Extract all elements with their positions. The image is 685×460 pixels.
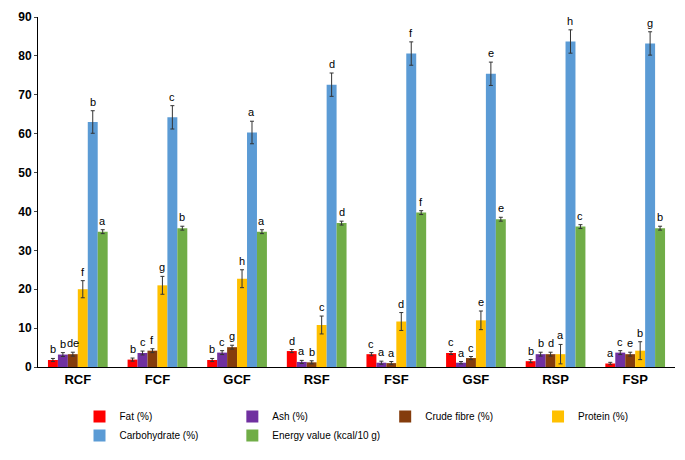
svg-text:d: d: [329, 58, 335, 70]
svg-text:de: de: [67, 337, 79, 349]
svg-text:c: c: [319, 301, 325, 313]
svg-text:c: c: [140, 336, 146, 348]
svg-text:c: c: [169, 91, 175, 103]
svg-text:c: c: [368, 338, 374, 350]
svg-text:Fat (%): Fat (%): [120, 411, 153, 422]
svg-text:h: h: [567, 15, 573, 27]
svg-text:a: a: [378, 346, 385, 358]
svg-text:f: f: [419, 196, 423, 208]
svg-text:b: b: [179, 211, 185, 223]
svg-text:f: f: [81, 266, 85, 278]
svg-text:c: c: [617, 336, 623, 348]
svg-text:g: g: [159, 261, 165, 273]
svg-text:h: h: [239, 255, 245, 267]
svg-text:FCF: FCF: [145, 372, 170, 387]
svg-text:RSF: RSF: [304, 372, 330, 387]
svg-text:Crude fibre (%): Crude fibre (%): [425, 411, 493, 422]
svg-text:b: b: [657, 211, 663, 223]
svg-text:b: b: [90, 96, 96, 108]
svg-text:Energy value (kcal/10 g): Energy value (kcal/10 g): [272, 430, 380, 441]
svg-text:f: f: [409, 27, 413, 39]
svg-text:30: 30: [18, 244, 32, 258]
svg-text:20: 20: [18, 282, 32, 296]
svg-text:Ash (%): Ash (%): [272, 411, 308, 422]
svg-text:b: b: [50, 343, 56, 355]
svg-text:e: e: [498, 202, 504, 214]
svg-text:a: a: [607, 347, 614, 359]
svg-text:d: d: [339, 206, 345, 218]
svg-text:60: 60: [18, 127, 32, 141]
svg-text:d: d: [548, 337, 554, 349]
svg-text:b: b: [130, 343, 136, 355]
svg-text:Protein (%): Protein (%): [578, 411, 628, 422]
svg-text:a: a: [258, 215, 265, 227]
svg-text:GSF: GSF: [463, 372, 490, 387]
svg-text:50: 50: [18, 166, 32, 180]
svg-text:e: e: [627, 337, 633, 349]
svg-text:a: a: [99, 215, 106, 227]
svg-text:a: a: [298, 345, 305, 357]
svg-text:80: 80: [18, 49, 32, 63]
svg-text:RSP: RSP: [542, 372, 569, 387]
svg-text:70: 70: [18, 88, 32, 102]
svg-text:e: e: [478, 296, 484, 308]
svg-text:a: a: [388, 347, 395, 359]
svg-text:d: d: [289, 335, 295, 347]
svg-text:b: b: [528, 345, 534, 357]
svg-text:a: a: [458, 347, 465, 359]
svg-text:0: 0: [25, 360, 32, 374]
svg-text:c: c: [468, 342, 474, 354]
svg-text:c: c: [448, 336, 454, 348]
svg-text:RCF: RCF: [64, 372, 91, 387]
svg-text:f: f: [150, 334, 154, 346]
svg-text:c: c: [577, 210, 583, 222]
svg-text:d: d: [398, 298, 404, 310]
svg-text:GCF: GCF: [223, 372, 251, 387]
svg-text:c: c: [219, 336, 225, 348]
svg-text:10: 10: [18, 321, 32, 335]
svg-text:e: e: [488, 47, 494, 59]
svg-text:g: g: [229, 330, 235, 342]
svg-text:Carbohydrate (%): Carbohydrate (%): [120, 430, 199, 441]
svg-text:b: b: [309, 346, 315, 358]
svg-text:b: b: [60, 338, 66, 350]
svg-text:90: 90: [18, 10, 32, 24]
svg-text:a: a: [248, 106, 255, 118]
svg-text:b: b: [538, 337, 544, 349]
svg-text:b: b: [637, 327, 643, 339]
svg-text:b: b: [209, 343, 215, 355]
svg-text:40: 40: [18, 205, 32, 219]
svg-text:a: a: [557, 329, 564, 341]
svg-text:FSF: FSF: [384, 372, 409, 387]
svg-text:FSP: FSP: [623, 372, 649, 387]
svg-text:g: g: [647, 17, 653, 29]
